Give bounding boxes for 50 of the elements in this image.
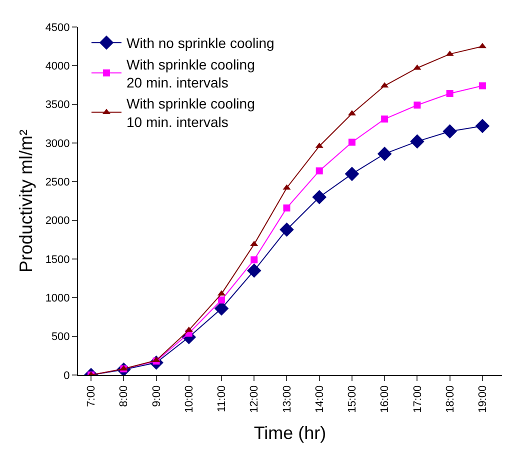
point <box>478 42 486 48</box>
point <box>413 64 422 70</box>
point <box>218 296 226 304</box>
point <box>381 116 388 123</box>
point <box>246 263 262 278</box>
x-tick-label: 7:00 <box>86 385 98 407</box>
y-tick-label: 4500 <box>45 22 70 34</box>
point <box>280 222 294 237</box>
point <box>380 82 389 88</box>
point <box>478 82 486 90</box>
point <box>410 134 424 149</box>
x-tick-label: 9:00 <box>150 385 163 407</box>
legend-label: With no sprinkle cooling <box>126 35 274 52</box>
point <box>414 102 421 109</box>
legend-label: With sprinkle cooling 10 min. intervals <box>126 96 255 130</box>
y-tick-label: 500 <box>51 331 70 344</box>
y-tick-label: 3000 <box>45 138 70 150</box>
x-tick-label: 8:00 <box>118 385 130 407</box>
point <box>312 190 326 204</box>
x-tick-label: 11:00 <box>216 385 228 412</box>
point <box>316 167 323 174</box>
point <box>250 256 258 264</box>
x-tick-label: 15:00 <box>346 385 359 413</box>
point <box>250 240 258 246</box>
x-tick-label: 16:00 <box>379 385 392 413</box>
x-tick-label: 10:00 <box>183 385 196 413</box>
legend-label: With sprinkle cooling 20 min. intervals <box>126 56 255 90</box>
point <box>344 166 360 182</box>
point <box>282 184 291 190</box>
x-axis-title: Time (hr) <box>254 423 326 443</box>
point <box>283 204 290 212</box>
y-tick-label: 3500 <box>45 99 70 112</box>
point <box>442 124 457 139</box>
x-tick-label: 17:00 <box>412 385 424 413</box>
y-tick-label: 4000 <box>45 60 70 73</box>
y-tick-label: 0 <box>64 370 70 382</box>
x-tick-label: 19:00 <box>477 385 490 413</box>
y-tick-label: 2000 <box>45 215 70 228</box>
point <box>348 138 356 146</box>
y-tick-label: 1000 <box>45 292 70 305</box>
point <box>446 90 454 98</box>
y-tick-label: 1500 <box>45 254 70 266</box>
point <box>475 118 490 134</box>
x-tick-label: 13:00 <box>281 385 294 413</box>
y-tick-label: 2500 <box>45 176 70 189</box>
point <box>377 146 392 161</box>
y-axis-title: Productivity ml/m² <box>16 129 36 273</box>
x-tick-label: 14:00 <box>314 385 326 413</box>
x-tick-label: 12:00 <box>248 385 261 413</box>
x-tick-label: 18:00 <box>444 385 456 413</box>
